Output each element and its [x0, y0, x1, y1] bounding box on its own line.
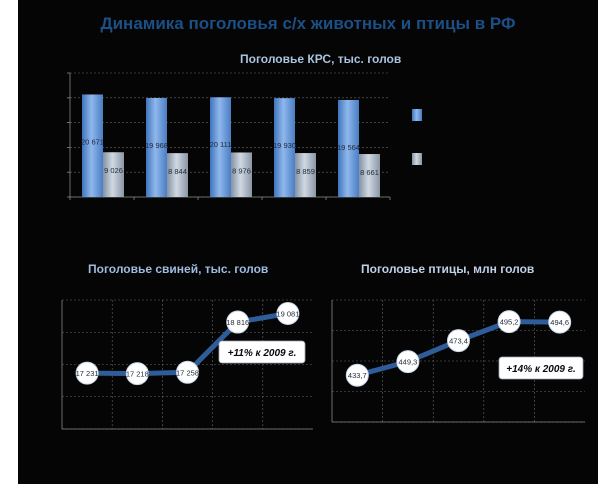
- data-point: [447, 329, 470, 353]
- data-label: 17 218: [126, 370, 149, 379]
- cattle-chart-title: Поголовье КРС, тыс. голов: [240, 52, 402, 66]
- data-label: 449,3: [399, 358, 418, 367]
- data-label: 19 564: [337, 143, 360, 152]
- pigs-chart-title: Поголовье свиней, тыс. голов: [88, 262, 269, 276]
- bar: [338, 99, 359, 197]
- slide: Динамика поголовья с/х животных и птицы …: [18, 0, 598, 484]
- data-point: [226, 310, 250, 334]
- data-label: 495,2: [500, 318, 519, 327]
- bar: [295, 153, 316, 197]
- annotation-box: [218, 340, 306, 364]
- data-point: [276, 302, 300, 326]
- data-label: 8 844: [168, 167, 187, 176]
- bar: [146, 97, 167, 197]
- annotation-text: +14% к 2009 г.: [506, 364, 576, 375]
- annotation-box: [498, 356, 584, 380]
- data-point: [396, 350, 420, 374]
- annotation-text: +11% к 2009 г.: [228, 348, 297, 359]
- poultry-chart-title: Поголовье птицы, млн голов: [361, 262, 535, 276]
- data-label: 8 661: [360, 168, 379, 177]
- bar: [103, 152, 124, 197]
- data-label: 19 968: [145, 141, 168, 150]
- data-label: 8 976: [232, 166, 251, 175]
- data-point: [125, 362, 149, 386]
- data-label: 9 026: [104, 166, 123, 175]
- data-label: 18 816: [226, 318, 249, 327]
- cattle-bar-chart: 20 671 19 968 20 111 19 930 19 564 9 026 8 844…: [67, 72, 422, 200]
- data-label: 20 671: [81, 137, 104, 146]
- data-point: [75, 361, 99, 385]
- data-label: 17 231: [76, 369, 99, 378]
- bar: [82, 94, 103, 197]
- data-label: 433,7: [348, 371, 367, 380]
- data-label: 19 930: [273, 141, 296, 150]
- data-point: [497, 310, 521, 334]
- data-label: 17 258: [176, 368, 199, 377]
- data-point: [345, 363, 369, 387]
- bar: [359, 154, 380, 197]
- bar: [274, 98, 295, 197]
- data-label: 494,6: [550, 318, 569, 327]
- poultry-line-chart: 433,7 449,3 473,4 495,2 494,6 +14% к 2009 г.: [331, 299, 585, 423]
- bar: [167, 153, 188, 197]
- bar: [210, 97, 231, 197]
- data-label: 19 081: [276, 310, 299, 319]
- data-point: [176, 360, 199, 384]
- main-title: Динамика поголовья с/х животных и птицы …: [100, 14, 516, 33]
- pigs-line-chart: 17 231 17 218 17 258 18 816 19 081 +11% к 200…: [61, 299, 313, 430]
- legend-swatch: [412, 153, 422, 165]
- data-label: 20 111: [210, 140, 232, 149]
- bar: [231, 152, 252, 197]
- data-label: 473,4: [449, 337, 468, 346]
- legend-swatch: [412, 109, 422, 121]
- data-point: [548, 310, 572, 334]
- data-label: 8 859: [296, 167, 315, 176]
